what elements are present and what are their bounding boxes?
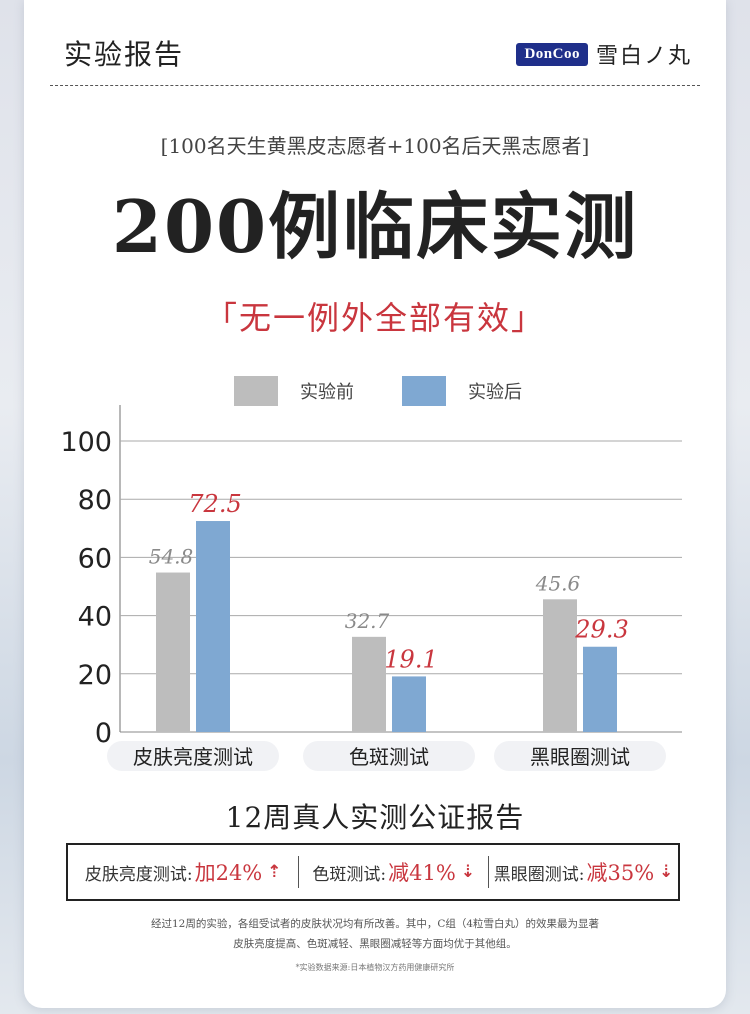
slogan: 「无一例外全部有效」 xyxy=(204,299,545,337)
category-pill xyxy=(494,741,666,771)
summary-value: 减41% xyxy=(388,861,456,885)
y-tick-label: 40 xyxy=(78,602,112,633)
summary-item-brightness: 皮肤亮度测试: 加24% ⇡ xyxy=(68,857,298,887)
y-tick-label: 0 xyxy=(95,718,112,749)
summary-item-spots: 色斑测试: 减41% ⇣ xyxy=(299,857,488,887)
legend-label-before: 实验前 xyxy=(300,382,354,403)
arrow-down-icon: ⇣ xyxy=(460,862,476,882)
report-card: 实验报告 DonCoo 雪白ノ丸 [100名天生黄黑皮志愿者+100名后天黑志愿… xyxy=(24,0,726,1008)
bar-before xyxy=(352,636,386,732)
data-label: 45.6 xyxy=(535,571,581,595)
summary-value: 加24% xyxy=(194,861,263,885)
category-pill xyxy=(303,741,475,771)
bar-after xyxy=(196,521,230,732)
summary-box: 皮肤亮度测试: 加24% ⇡ 色斑测试: 减41% ⇣ 黑眼圈测试: 减35% … xyxy=(66,843,680,901)
bar-chart: 0 20 40 60 80 100 54.8 72.5 皮肤亮度测试 32.7 19.1 色斑测试 45… xyxy=(60,405,682,771)
summary-item-dark-circles: 黑眼圈测试: 减35% ⇣ xyxy=(489,857,678,887)
data-label: 19.1 xyxy=(384,645,437,673)
category-pill xyxy=(107,741,279,771)
legend-swatch-after xyxy=(402,376,446,406)
y-tick-label: 100 xyxy=(60,427,112,458)
y-tick-label: 20 xyxy=(78,660,112,691)
legend-swatch-before xyxy=(234,376,278,406)
summary-label: 黑眼圈测试: xyxy=(493,864,585,885)
summary-label: 皮肤亮度测试: xyxy=(84,864,193,885)
summary-divider xyxy=(298,856,300,888)
bar-after xyxy=(583,646,617,732)
data-source: *实验数据来源:日本植物汉方药用健康研究所 xyxy=(295,963,455,972)
footnote-line: 经过12周的实验，各组受试者的皮肤状况均有所改善。其中，C组（4粒雪白丸）的效果… xyxy=(150,918,600,930)
main-title: 200例临床实测 xyxy=(111,184,639,269)
footnote: 经过12周的实验，各组受试者的皮肤状况均有所改善。其中，C组（4粒雪白丸）的效果… xyxy=(24,914,726,954)
data-label: 72.5 xyxy=(188,490,241,518)
arrow-down-icon: ⇣ xyxy=(659,862,674,882)
bar-after xyxy=(392,676,426,732)
data-label: 29.3 xyxy=(574,616,628,644)
brand-logo: DonCoo xyxy=(516,42,588,66)
bar-before xyxy=(156,572,190,732)
summary-value: 减35% xyxy=(586,861,655,885)
data-label: 32.7 xyxy=(345,609,390,633)
summary-title: 12周真人实测公证报告 xyxy=(225,801,525,834)
x-tick-label: 色斑测试 xyxy=(349,745,429,769)
brand: DonCoo 雪白ノ丸 xyxy=(516,38,692,70)
header-divider xyxy=(50,85,700,86)
data-label: 54.8 xyxy=(149,545,194,569)
subtitle: [100名天生黄黑皮志愿者+100名后天黑志愿者] xyxy=(160,134,590,158)
bar-before xyxy=(543,599,577,732)
x-tick-label: 黑眼圈测试 xyxy=(530,745,630,769)
arrow-up-icon: ⇡ xyxy=(267,862,282,882)
y-tick-label: 80 xyxy=(78,485,112,516)
legend-item-before: 实验前 xyxy=(234,376,354,406)
summary-label: 色斑测试: xyxy=(312,864,387,885)
legend-item-after: 实验后 xyxy=(402,376,522,406)
footnote-line: 皮肤亮度提高、色斑减轻、黑眼圈减轻等方面均优于其他组。 xyxy=(233,938,517,950)
y-tick-label: 60 xyxy=(78,543,112,574)
x-tick-label: 皮肤亮度测试 xyxy=(133,745,253,769)
page-title: 实验报告 xyxy=(64,38,185,71)
brand-name: 雪白ノ丸 xyxy=(595,44,692,69)
legend-label-after: 实验后 xyxy=(468,382,522,403)
summary-divider xyxy=(488,856,490,888)
